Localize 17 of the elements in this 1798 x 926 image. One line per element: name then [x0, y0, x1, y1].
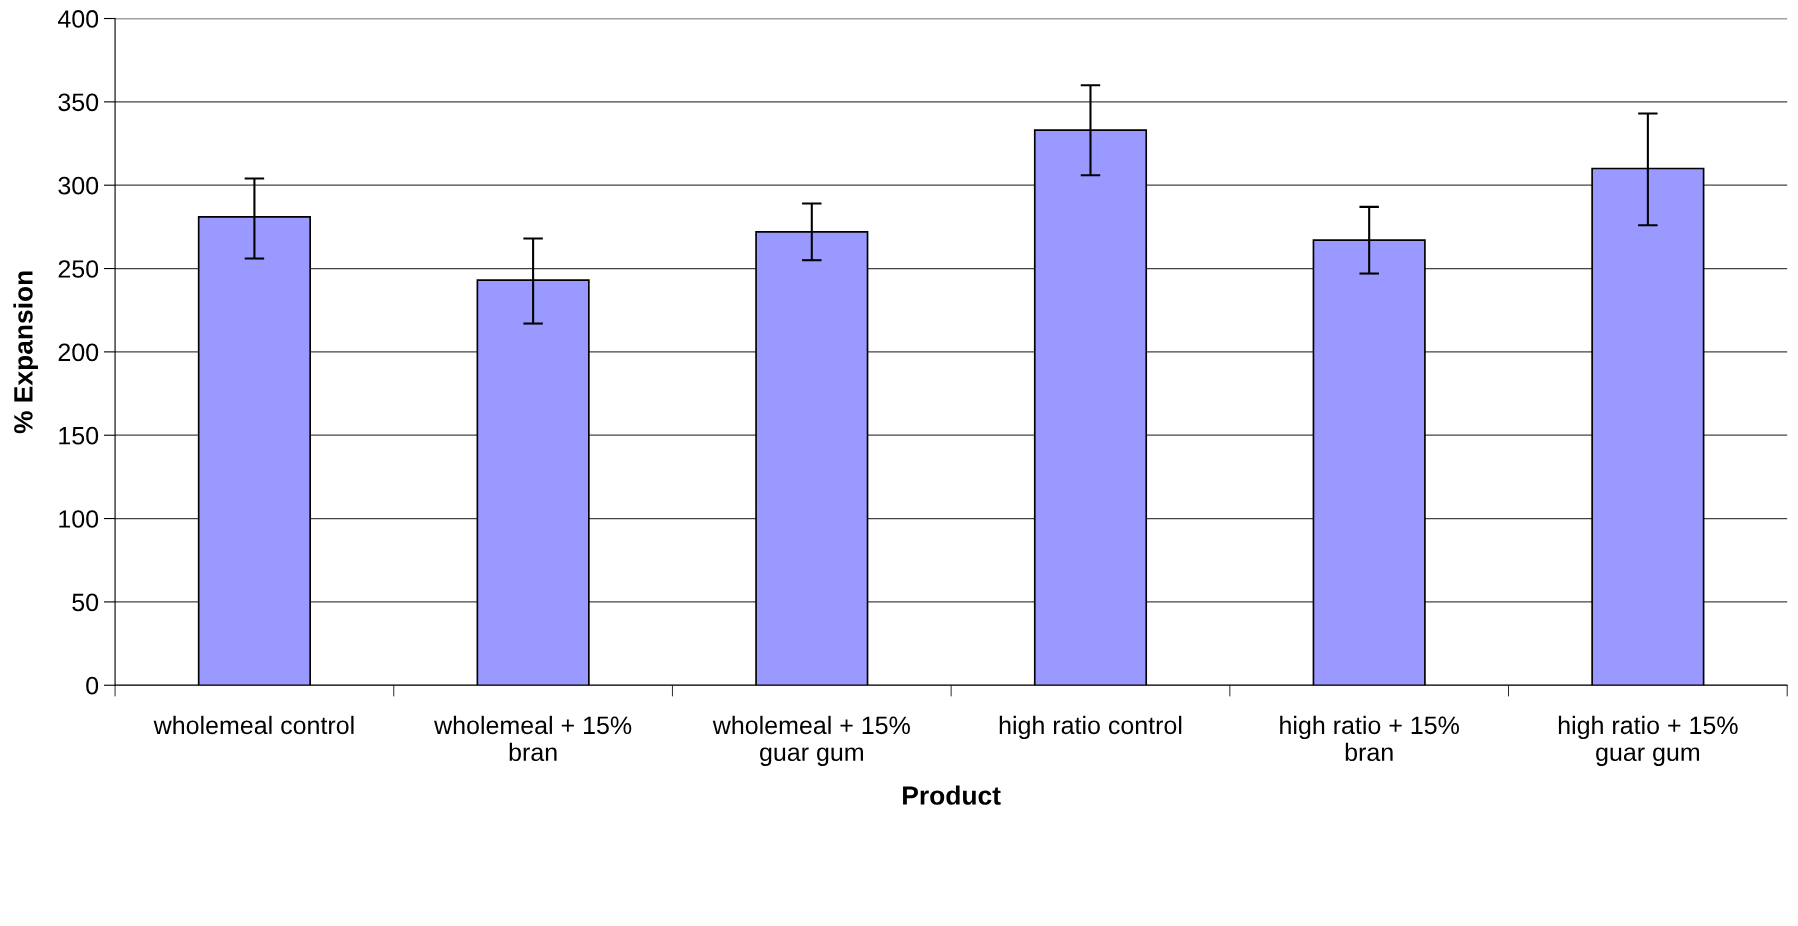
x-axis-title: Product	[903, 785, 1001, 805]
x-tick-label: high ratio control	[999, 715, 1182, 740]
y-tick-label: 400	[57, 10, 99, 28]
y-tick-label: 350	[58, 93, 99, 112]
y-tick-label: 250	[58, 260, 99, 278]
y-tick-label: 50	[72, 593, 99, 612]
x-tick-label: wholemeal control	[153, 715, 354, 735]
y-axis-title: % Expansion	[13, 271, 38, 434]
x-tick-label: high ratio + 15% guar gum	[1558, 715, 1738, 767]
y-tick-label: 300	[58, 176, 99, 195]
x-tick-label: wholemeal + 15% bran	[434, 715, 632, 762]
y-tick-label: 200	[58, 343, 99, 362]
y-tick-label: 150	[59, 426, 99, 445]
x-tick-label: high ratio + 15% bran	[1280, 715, 1459, 762]
y-tick-label: 0	[86, 676, 99, 695]
y-tick-label: 100	[59, 510, 99, 528]
x-tick-label: wholemeal + 15% guar gum	[712, 715, 910, 767]
